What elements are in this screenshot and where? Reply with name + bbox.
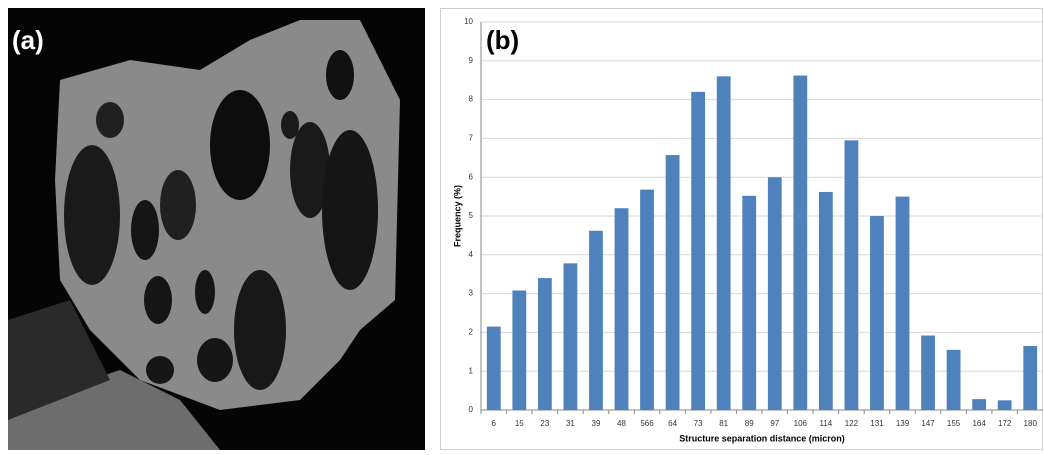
bar [921, 336, 935, 410]
bar [896, 197, 910, 410]
x-axis-title: Structure separation distance (micron) [679, 433, 845, 443]
y-tick-label: 1 [469, 366, 474, 375]
bar [768, 177, 782, 410]
x-tick-label: 147 [921, 419, 935, 428]
x-tick-label: 89 [745, 419, 754, 428]
bar [487, 327, 501, 410]
y-tick-label: 3 [469, 289, 474, 298]
bar [538, 278, 552, 410]
y-tick-label: 7 [469, 134, 474, 143]
x-tick-label: 180 [1024, 419, 1038, 428]
y-axis-title: Frequency (%) [452, 185, 462, 247]
x-tick-label: 139 [896, 419, 910, 428]
x-tick-label: 164 [972, 419, 986, 428]
x-tick-label: 172 [998, 419, 1012, 428]
y-tick-label: 9 [469, 56, 474, 65]
x-tick-label: 106 [794, 419, 808, 428]
bar [640, 190, 654, 410]
bar [947, 350, 961, 410]
y-tick-label: 4 [469, 250, 474, 259]
bar [717, 76, 731, 410]
x-tick-label: 39 [592, 419, 601, 428]
bar [589, 231, 603, 410]
x-tick-label: 122 [845, 419, 859, 428]
bar [742, 196, 756, 410]
bar [793, 76, 807, 410]
y-tick-label: 10 [464, 17, 473, 26]
x-tick-label: 155 [947, 419, 961, 428]
panel-label: (a) [12, 25, 44, 55]
x-tick-label: 81 [719, 419, 728, 428]
x-tick-label: 31 [566, 419, 575, 428]
bar [512, 290, 526, 410]
bar [845, 140, 859, 410]
x-tick-label: 566 [640, 419, 654, 428]
y-tick-label: 0 [469, 405, 474, 414]
bar [870, 216, 884, 410]
bar [819, 192, 833, 410]
x-tick-label: 97 [770, 419, 779, 428]
x-tick-label: 6 [492, 419, 497, 428]
bar [691, 92, 705, 410]
figure: (a) (b) Frequency (%) Structure separati… [0, 0, 1044, 450]
panel-label: (b) [486, 25, 519, 55]
y-tick-label: 6 [469, 172, 474, 181]
x-tick-label: 48 [617, 419, 626, 428]
bar [998, 400, 1012, 410]
x-tick-label: 73 [694, 419, 703, 428]
y-tick-label: 5 [469, 211, 474, 220]
x-tick-label: 64 [668, 419, 677, 428]
bar [666, 155, 680, 410]
x-tick-label: 131 [870, 419, 884, 428]
micro-ct-image [8, 8, 425, 450]
y-tick-label: 2 [469, 328, 474, 337]
x-tick-label: 114 [819, 419, 832, 428]
bar [564, 263, 578, 410]
x-tick-label: 15 [515, 419, 524, 428]
y-tick-label: 8 [469, 95, 474, 104]
bar [1023, 346, 1037, 410]
x-tick-label: 23 [540, 419, 549, 428]
bar [972, 399, 986, 410]
bar [615, 208, 629, 410]
